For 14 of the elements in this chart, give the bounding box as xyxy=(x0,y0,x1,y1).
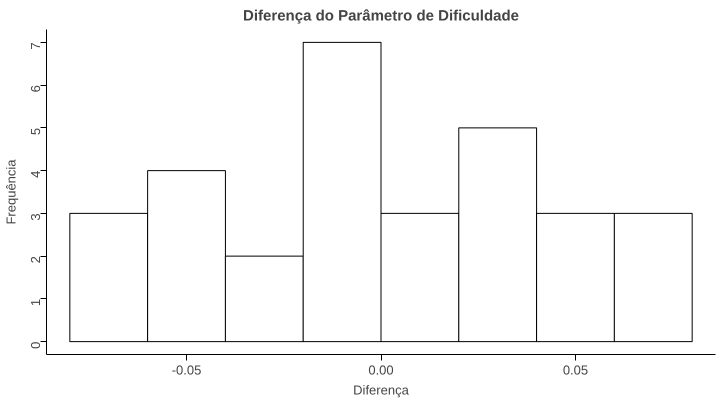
y-tick-label: 7 xyxy=(28,42,43,50)
y-tick-label: 4 xyxy=(28,170,43,178)
x-axis-title: Diferença xyxy=(353,382,410,398)
y-tick-label: 6 xyxy=(28,85,43,92)
y-tick-label: 1 xyxy=(28,298,43,306)
y-tick-label: 3 xyxy=(28,213,43,221)
y-tick-label: 0 xyxy=(28,342,43,349)
y-axis-title: Frequência xyxy=(4,158,18,225)
chart-title: Diferença do Parâmetro de Dificuldade xyxy=(243,8,519,24)
x-tick-label: 0.05 xyxy=(562,362,588,378)
y-tick-label: 2 xyxy=(28,256,43,264)
y-tick-label: 5 xyxy=(28,128,43,136)
x-tick-label: -0.05 xyxy=(172,362,202,378)
x-tick-label: 0.00 xyxy=(368,362,394,378)
